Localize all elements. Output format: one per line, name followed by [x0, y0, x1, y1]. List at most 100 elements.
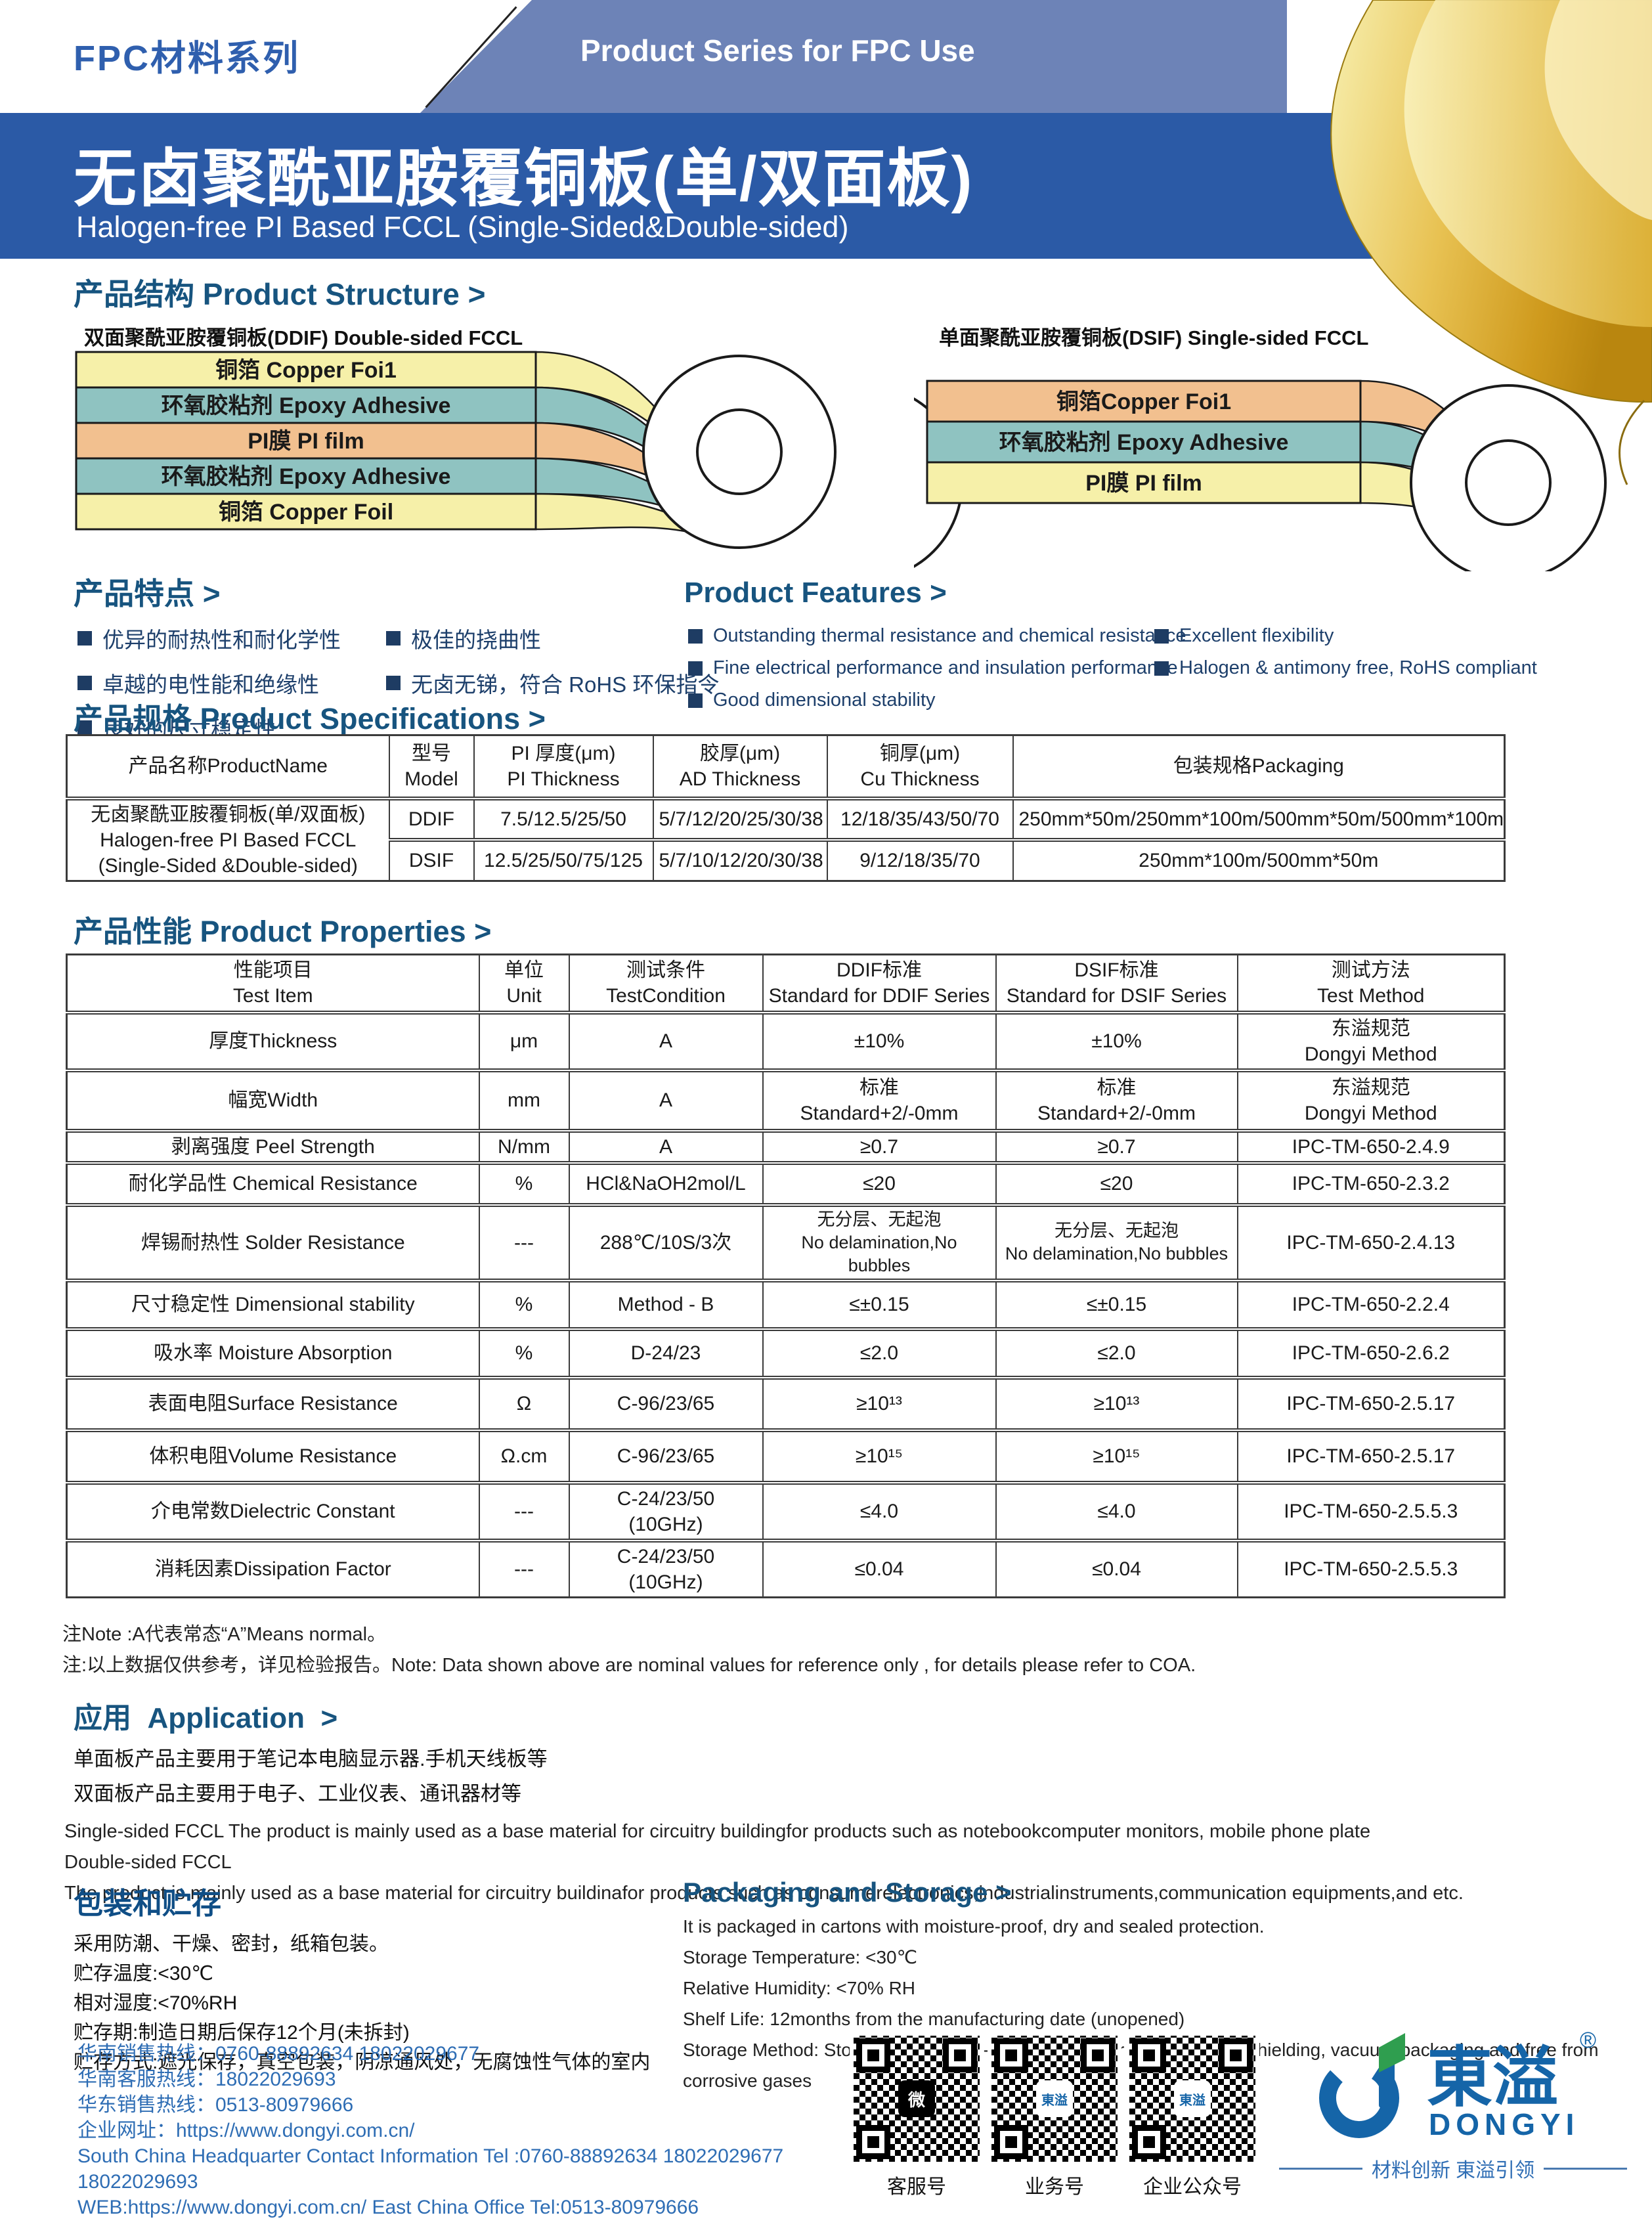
contact-info: 华南销售热线：0760-88892634 18022029677 华南客服热线：… — [77, 2041, 865, 2220]
bullet-square-icon — [77, 631, 92, 646]
packaging-line: 相对湿度:<70%RH — [74, 1992, 238, 2014]
feature-text: Halogen & antimony free, RoHS compliant — [1179, 657, 1537, 678]
qr-finder-icon — [1132, 2125, 1166, 2159]
feature-item: 极佳的挠曲性 — [386, 623, 719, 654]
bullet-square-icon — [1154, 628, 1169, 644]
qr-finder-icon — [1219, 2038, 1253, 2072]
dsif-structure-diagram: 铜箔Copper Foi1 环氧胶粘剂 Epoxy Adhesive PI膜 P… — [914, 380, 1607, 571]
tagline-rule — [1544, 2167, 1627, 2170]
qr-label: 客服号 — [887, 2176, 946, 2198]
tagline-rule — [1279, 2167, 1362, 2170]
feature-item: Excellent flexibility — [1154, 625, 1537, 647]
table-row: 幅宽Width mm A 标准 Standard+2/-0mm 标准 Standar… — [66, 1069, 1506, 1131]
qr-finder-icon — [1081, 2038, 1115, 2072]
section-packaging-zh-heading: 包装和贮存 — [74, 1887, 222, 1920]
logo-tagline: 材料创新 東溢引领 — [1279, 2154, 1627, 2183]
feature-item: Outstanding thermal resistance and chemi… — [688, 625, 1186, 647]
application-line: 单面板产品主要用于笔记本电脑显示器.手机天线板等 — [74, 1747, 548, 1770]
packaging-zh-lines: 采用防潮、干燥、密封，纸箱包装。 贮存温度:<30℃ 相对湿度:<70%RH 贮… — [74, 1929, 664, 2077]
qr-finder-icon — [856, 2038, 890, 2072]
company-logo: 東溢 ® DONGYI 材料创新 東溢引领 — [1279, 2028, 1627, 2181]
col-cu-thickness: 铜厚(μm) Cu Thickness — [826, 734, 1014, 799]
packaging-line: 贮存期:制造日期后保存12个月(未拆封) — [74, 2022, 410, 2044]
col-ddif-standard: DDIF标准 Standard for DDIF Series — [762, 953, 997, 1013]
table-row: 消耗因素Dissipation Factor --- C-24/23/50 (10… — [66, 1539, 1506, 1598]
qr-label: 业务号 — [1025, 2176, 1084, 2198]
feature-item: Good dimensional stability — [688, 690, 1186, 711]
ddif-layer-label: 环氧胶粘剂 Epoxy Adhesive — [162, 464, 451, 489]
section-packaging-en-heading: Packaging and Storage > — [683, 1877, 1012, 1908]
qr-code-customer-service: 微 — [850, 2032, 984, 2166]
bullet-square-icon — [77, 720, 92, 735]
application-en-lines: Single-sided FCCL The product is mainly … — [64, 1816, 1614, 1909]
feature-text: Good dimensional stability — [713, 690, 936, 711]
col-dsif-standard: DSIF标准 Standard for DSIF Series — [995, 953, 1238, 1013]
note-line: 注Note :A代表常态“A”Means normal。 — [62, 1624, 387, 1645]
contact-line: 企业网址：https://www.dongyi.com.cn/ — [77, 2120, 415, 2141]
application-line: 双面板产品主要用于电子、工业仪表、通讯器材等 — [74, 1782, 521, 1805]
page-title-zh: 无卤聚酰亚胺覆铜板(单/双面板) — [74, 144, 974, 214]
feature-text: 优异的耐热性和耐化学性 — [102, 628, 341, 652]
application-line: Single-sided FCCL The product is mainly … — [64, 1821, 1371, 1842]
feature-text: 无卤无锑，符合 RoHS 环保指令 — [411, 672, 720, 697]
application-line: The product is mainly used as a base mat… — [64, 1883, 1464, 1904]
packaging-line: Storage Temperature: <30℃ — [683, 1947, 918, 1967]
section-structure-heading: 产品结构 Product Structure > — [74, 277, 486, 311]
qr-label: 企业公众号 — [1143, 2176, 1242, 2198]
logo-text-zh: 東溢 — [1427, 2041, 1558, 2114]
table-row: 无卤聚酰亚胺覆铜板(单/双面板) Halogen-free PI Based F… — [66, 797, 1506, 881]
bullet-square-icon — [1154, 661, 1169, 676]
wechat-icon: 微 — [898, 2080, 935, 2117]
dongyi-logo-icon — [1319, 2033, 1405, 2138]
features-en-col2: Excellent flexibility Halogen & antimony… — [1154, 625, 1537, 679]
feature-item: Halogen & antimony free, RoHS compliant — [1154, 657, 1537, 679]
bullet-square-icon — [688, 628, 703, 644]
table-row: DSIF 12.5/25/50/75/125 5/7/10/12/20/30/3… — [66, 839, 1506, 881]
qr-finder-icon — [943, 2038, 977, 2072]
contact-line: WEB:https://www.dongyi.com.cn/ East Chin… — [77, 2197, 699, 2218]
bullet-square-icon — [688, 693, 703, 708]
qr-code-row: 微 東溢 東溢 — [850, 2032, 1259, 2166]
packaging-line: Shelf Life: 12months from the manufactur… — [683, 2009, 1185, 2029]
table-row: 焊锡耐热性 Solder Resistance --- 288℃/10S/3次 … — [66, 1204, 1506, 1281]
col-pi-thickness: PI 厚度(μm) PI Thickness — [473, 734, 654, 799]
series-title-zh: FPC材料系列 — [74, 39, 300, 78]
tagline-text: 材料创新 東溢引领 — [1371, 2160, 1535, 2181]
application-zh-lines: 单面板产品主要用于笔记本电脑显示器.手机天线板等 双面板产品主要用于电子、工业仪… — [74, 1741, 548, 1811]
ddif-layer-label: 铜箔 Copper Foi1 — [215, 358, 397, 383]
ddif-layer-label: 环氧胶粘剂 Epoxy Adhesive — [162, 393, 451, 418]
section-features-en-heading: Product Features > — [684, 577, 947, 609]
features-en-col1: Outstanding thermal resistance and chemi… — [688, 625, 1186, 711]
product-name-cell: 无卤聚酰亚胺覆铜板(单/双面板) Halogen-free PI Based F… — [66, 797, 390, 881]
ddif-layer-label: PI膜 PI film — [248, 429, 364, 454]
header-band — [420, 0, 1287, 113]
section-specs-heading: 产品规格 Product Specifications > — [74, 702, 546, 735]
logo-text-en: DONGYI — [1429, 2107, 1580, 2141]
feature-text: Outstanding thermal resistance and chemi… — [713, 625, 1186, 646]
table-row: 耐化学品性 Chemical Resistance % HCl&NaOH2mol… — [66, 1162, 1506, 1206]
packaging-line: 贮存温度:<30℃ — [74, 1963, 213, 1984]
qr-finder-icon — [856, 2125, 890, 2159]
registered-mark: ® — [1580, 2028, 1597, 2053]
qr-code-labels: 客服号 业务号 企业公众号 — [854, 2170, 1255, 2199]
properties-table: 性能项目 Test Item 单位 Unit 测试条件 TestCondition D… — [66, 953, 1506, 1598]
dongyi-mini-logo-icon: 東溢 — [1174, 2080, 1211, 2117]
feature-item: 卓越的电性能和绝缘性 — [77, 667, 341, 699]
ddif-structure-diagram: 铜箔 Copper Foi1 环氧胶粘剂 Epoxy Adhesive PI膜 … — [75, 351, 837, 549]
col-packaging: 包装规格Packaging — [1012, 734, 1506, 799]
feature-item: 无卤无锑，符合 RoHS 环保指令 — [386, 667, 719, 699]
feature-text: Fine electrical performance and insulati… — [713, 657, 1178, 678]
col-ad-thickness: 胶厚(μm) AD Thickness — [652, 734, 828, 799]
table-header-row: 产品名称ProductName 型号 Model PI 厚度(μm) PI Thic… — [66, 734, 1506, 799]
table-row: 介电常数Dielectric Constant --- C-24/23/50 (1… — [66, 1481, 1506, 1541]
bullet-square-icon — [386, 631, 401, 646]
section-application-heading: 应用 Application > — [74, 1702, 338, 1734]
contact-line: 华东销售热线：0513-80979666 — [77, 2094, 354, 2116]
packaging-line: 采用防潮、干燥、密封，纸箱包装。 — [74, 1933, 389, 1955]
qr-finder-icon — [994, 2125, 1028, 2159]
bullet-square-icon — [77, 676, 92, 690]
contact-line: 华南销售热线：0760-88892634 18022029677 — [77, 2043, 480, 2065]
feature-text: 卓越的电性能和绝缘性 — [102, 672, 319, 697]
notes-block: 注Note :A代表常态“A”Means normal。 注:以上数据仅供参考，… — [62, 1619, 1196, 1681]
specifications-table: 产品名称ProductName 型号 Model PI 厚度(μm) PI Thic… — [66, 734, 1506, 882]
